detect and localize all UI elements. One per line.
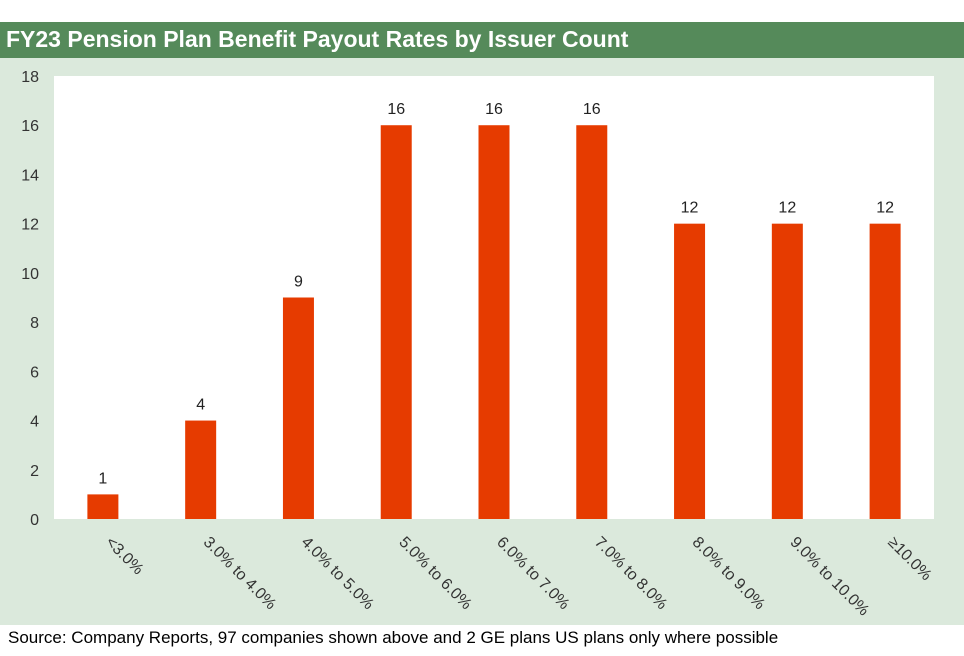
bar <box>674 223 706 519</box>
y-tick-label: 6 <box>30 364 39 381</box>
title-bar: FY23 Pension Plan Benefit Payout Rates b… <box>0 22 964 58</box>
bar <box>771 223 803 519</box>
x-axis: <3.0% 3.0% to 4.0% 4.0% to 5.0% 5.0% to 6.0… <box>102 534 935 620</box>
y-tick-label: 2 <box>30 463 39 480</box>
chart-title: FY23 Pension Plan Benefit Payout Rates b… <box>6 26 629 52</box>
x-tick-label: 5.0% to 6.0% <box>395 534 474 613</box>
y-tick-label: 10 <box>21 266 39 283</box>
bar <box>87 494 119 519</box>
y-tick-label: 4 <box>30 414 39 431</box>
data-label: 16 <box>583 101 601 118</box>
data-label: 4 <box>196 397 205 414</box>
x-tick-label: 4.0% to 5.0% <box>298 534 377 613</box>
bar <box>380 125 412 519</box>
data-label: 12 <box>681 200 699 217</box>
bar <box>576 125 608 519</box>
data-label: 16 <box>485 101 503 118</box>
bar <box>185 420 217 519</box>
y-tick-label: 12 <box>21 217 39 234</box>
y-tick-label: 0 <box>30 512 39 529</box>
y-tick-label: 16 <box>21 118 39 135</box>
bars <box>87 125 901 519</box>
source-note: Source: Company Reports, 97 companies sh… <box>8 628 779 647</box>
y-tick-label: 18 <box>21 69 39 86</box>
y-tick-label: 14 <box>21 167 39 184</box>
data-label: 16 <box>387 101 405 118</box>
data-label: 9 <box>294 274 303 291</box>
y-tick-label: 8 <box>30 315 39 332</box>
x-tick-label: 8.0% to 9.0% <box>689 534 768 613</box>
bar <box>282 297 314 519</box>
x-tick-label: 6.0% to 7.0% <box>493 534 572 613</box>
x-tick-label: ≥10.0% <box>884 534 934 584</box>
bar <box>869 223 901 519</box>
chart-area: 0 2 4 6 8 10 12 14 16 18 1 4 9 16 16 16 12 12 12 <3.0% 3.0… <box>0 58 964 625</box>
y-axis: 0 2 4 6 8 10 12 14 16 18 <box>21 69 39 529</box>
data-label: 1 <box>98 470 107 487</box>
x-tick-label: 9.0% to 10.0% <box>787 534 873 620</box>
x-tick-label: 7.0% to 8.0% <box>591 534 670 613</box>
x-tick-label: 3.0% to 4.0% <box>200 534 279 613</box>
x-tick-label: <3.0% <box>102 534 146 578</box>
data-labels: 1 4 9 16 16 16 12 12 12 <box>98 101 894 487</box>
data-label: 12 <box>876 200 894 217</box>
bar <box>478 125 510 519</box>
data-label: 12 <box>778 200 796 217</box>
